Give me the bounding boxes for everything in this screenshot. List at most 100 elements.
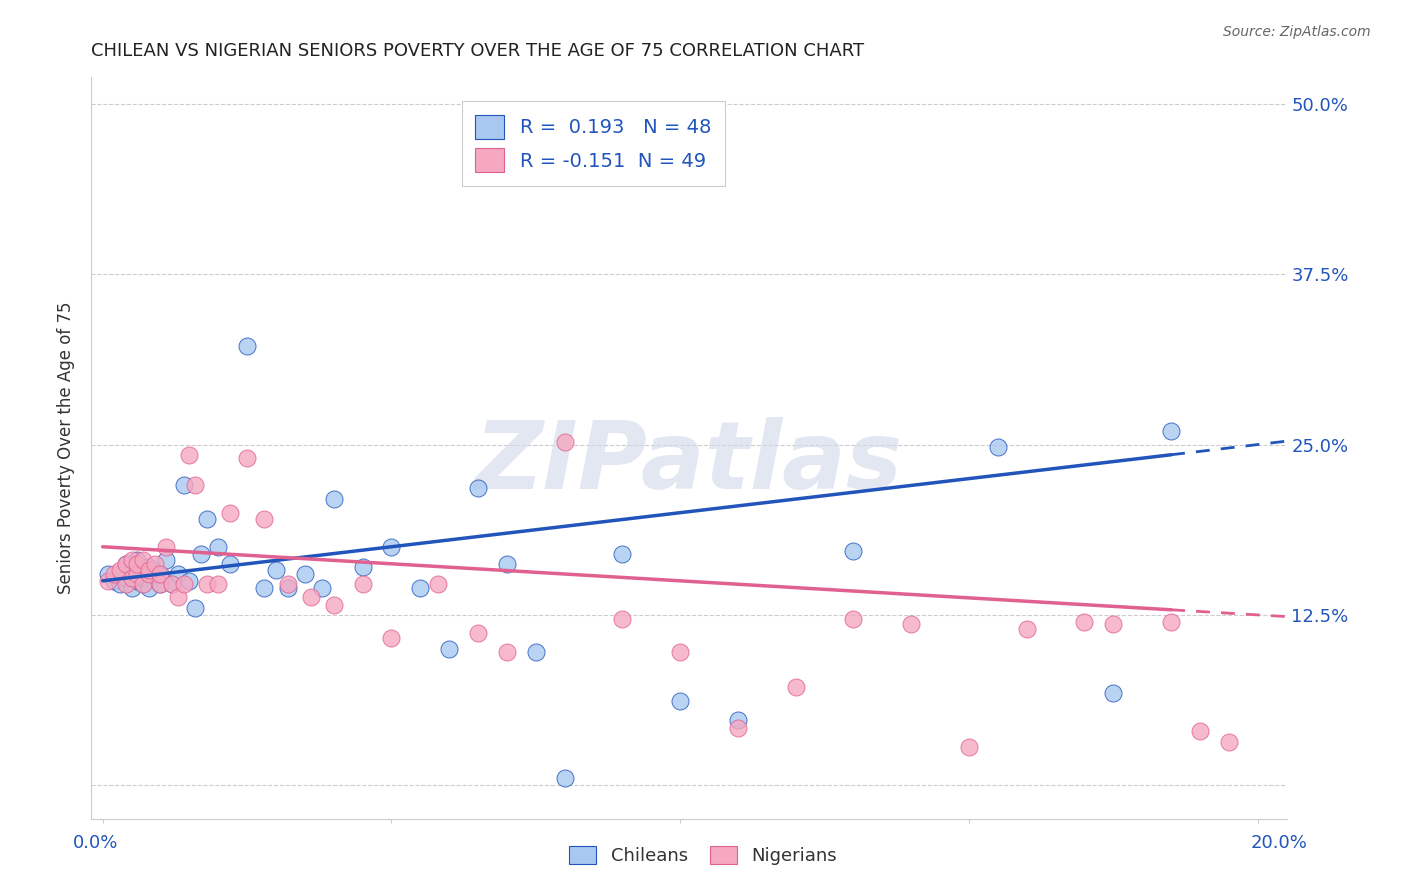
Point [132,553,155,567]
Point [276,576,298,591]
Point [322,491,344,506]
Point [669,694,692,708]
Point [352,576,374,591]
Point [236,451,259,466]
Point [1102,617,1125,632]
Point [138,581,160,595]
Text: ZIPatlas: ZIPatlas [475,417,903,508]
Point [121,563,143,577]
Point [155,540,177,554]
Point [149,567,172,582]
Point [166,567,188,582]
Point [380,631,402,645]
Point [253,512,276,526]
Point [108,576,131,591]
Point [727,721,749,735]
Point [294,567,316,582]
Point [132,576,155,591]
Point [554,434,576,449]
Point [195,576,218,591]
Text: CHILEAN VS NIGERIAN SENIORS POVERTY OVER THE AGE OF 75 CORRELATION CHART: CHILEAN VS NIGERIAN SENIORS POVERTY OVER… [91,42,865,60]
Point [114,558,136,572]
Point [143,567,166,582]
Point [842,612,865,626]
Point [669,645,692,659]
Point [97,567,120,582]
Point [322,599,344,613]
Point [264,563,287,577]
Point [299,590,322,604]
Point [437,642,460,657]
Point [155,553,177,567]
Point [127,574,149,588]
Point [276,581,298,595]
Point [114,558,136,572]
Legend: Chileans, Nigerians: Chileans, Nigerians [562,838,844,872]
Point [426,576,449,591]
Point [352,560,374,574]
Point [1218,734,1240,748]
Point [1160,424,1182,438]
Point [160,576,183,591]
Point [173,478,195,492]
Point [554,772,576,786]
Point [311,581,333,595]
Point [138,560,160,574]
Point [785,680,807,694]
Point [149,576,172,591]
Point [207,576,229,591]
Point [496,645,519,659]
Point [127,567,149,582]
Point [409,581,432,595]
Point [195,512,218,526]
Text: 20.0%: 20.0% [1251,834,1308,852]
Point [218,558,240,572]
Text: Source: ZipAtlas.com: Source: ZipAtlas.com [1223,25,1371,39]
Point [121,571,143,585]
Point [114,576,136,591]
Point [127,553,149,567]
Point [143,558,166,572]
Point [121,553,143,567]
Point [149,576,172,591]
Point [207,540,229,554]
Point [179,449,201,463]
Point [957,740,980,755]
Point [524,645,547,659]
Point [127,558,149,572]
Point [900,617,922,632]
Legend: R =  0.193   N = 48, R = -0.151  N = 49: R = 0.193 N = 48, R = -0.151 N = 49 [461,101,725,186]
Point [103,567,125,582]
Point [190,547,212,561]
Point [166,590,188,604]
Point [132,571,155,585]
Text: 0.0%: 0.0% [73,834,118,852]
Point [132,576,155,591]
Point [987,440,1010,454]
Y-axis label: Seniors Poverty Over the Age of 75: Seniors Poverty Over the Age of 75 [58,301,75,594]
Point [160,576,183,591]
Point [103,574,125,588]
Point [1188,723,1211,738]
Point [612,547,634,561]
Point [467,625,489,640]
Point [138,567,160,582]
Point [138,563,160,577]
Point [612,612,634,626]
Point [727,713,749,727]
Point [179,574,201,588]
Point [121,581,143,595]
Point [1073,615,1095,629]
Point [1160,615,1182,629]
Point [173,576,195,591]
Point [842,544,865,558]
Point [218,506,240,520]
Point [149,567,172,582]
Point [467,481,489,495]
Point [184,478,207,492]
Point [1015,622,1038,636]
Point [1102,685,1125,699]
Point [108,563,131,577]
Point [184,601,207,615]
Point [114,571,136,585]
